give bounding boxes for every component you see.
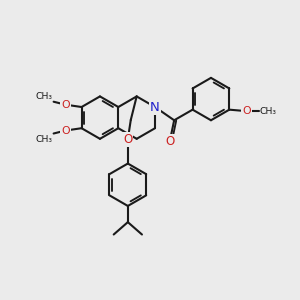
- Text: O: O: [242, 106, 251, 116]
- Text: CH₃: CH₃: [260, 106, 277, 116]
- Text: CH₃: CH₃: [35, 135, 52, 144]
- Text: CH₃: CH₃: [35, 92, 52, 100]
- Text: O: O: [61, 100, 70, 110]
- Text: N: N: [150, 100, 160, 113]
- Text: O: O: [123, 133, 133, 146]
- Text: O: O: [61, 126, 70, 136]
- Text: O: O: [165, 135, 174, 148]
